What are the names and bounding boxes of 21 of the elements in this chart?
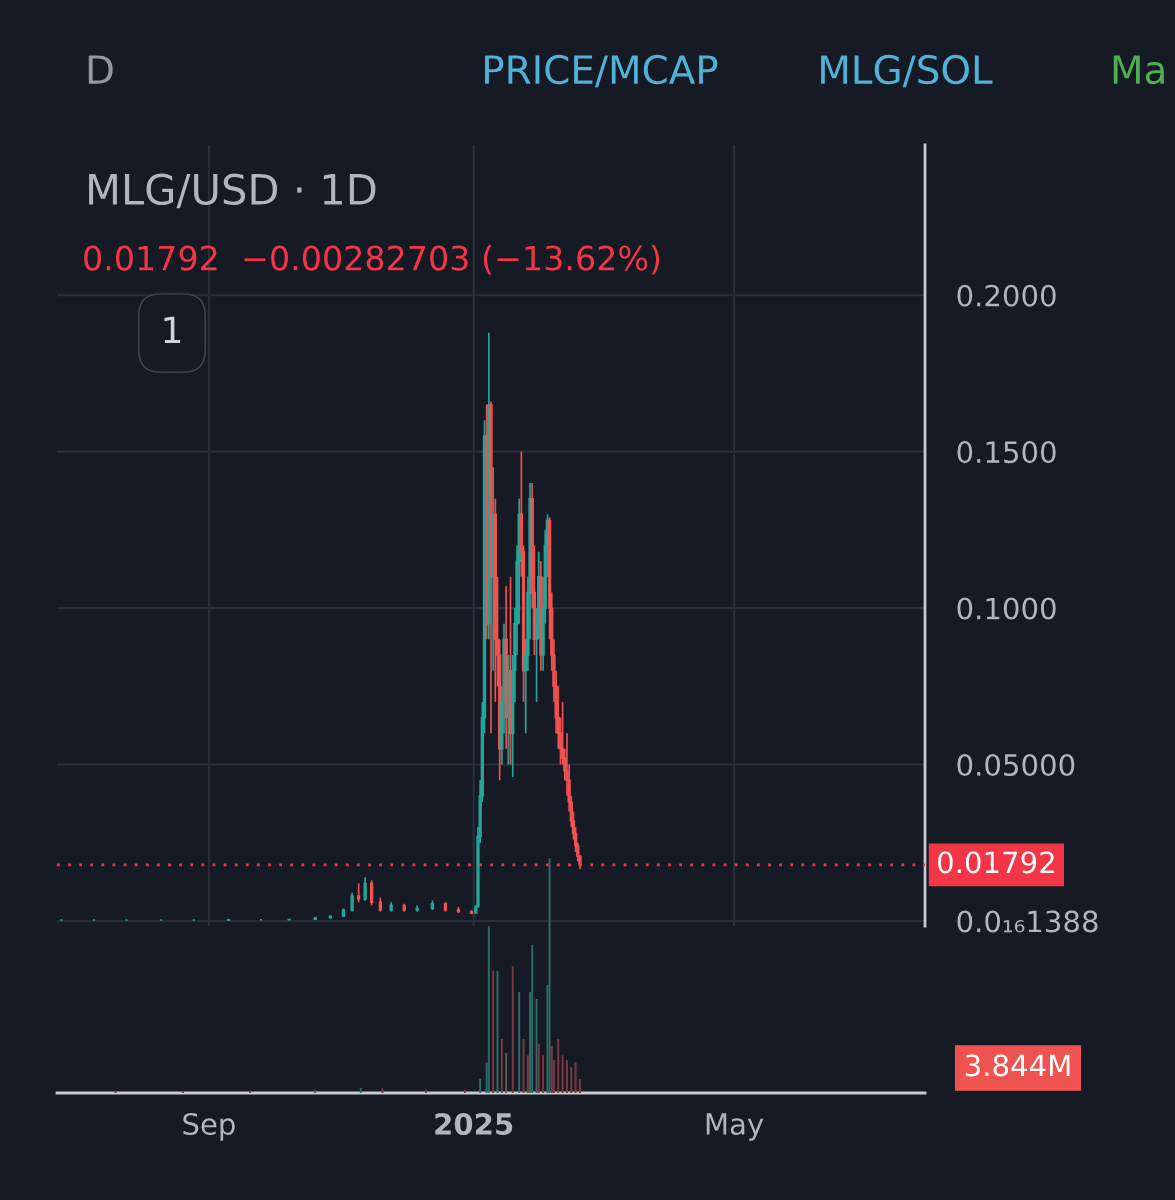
candlestick: [356, 882, 361, 904]
candlestick: [369, 879, 374, 907]
x-tick-label: 2025: [435, 1112, 513, 1136]
y-tick-label: 0.2000: [957, 284, 1056, 307]
y-tick-label: 0.1500: [957, 441, 1056, 464]
text: 3.844M: [965, 1054, 1070, 1077]
y-tick-label: 0.0₁₆1388: [957, 910, 1098, 933]
x-tick-label: Sep: [183, 1112, 235, 1141]
y-tick-label: 0.05000: [957, 753, 1075, 777]
ref-line-label: 0.01792: [938, 851, 1054, 874]
annotation: 1: [164, 316, 181, 343]
text: D: [88, 55, 113, 84]
candlestick: [350, 891, 354, 913]
x-tick-label: May: [706, 1113, 764, 1141]
y-tick-label: 0.1000: [957, 597, 1056, 620]
text: 0.01792 −0.00282703 (−13.62%): [84, 244, 660, 275]
text: Ma: [1113, 55, 1164, 85]
text: MLG/SOL: [821, 54, 993, 88]
text: PRICE/MCAP: [485, 54, 718, 88]
text: MLG/USD · 1D: [89, 173, 376, 209]
candlestick: [363, 876, 367, 902]
